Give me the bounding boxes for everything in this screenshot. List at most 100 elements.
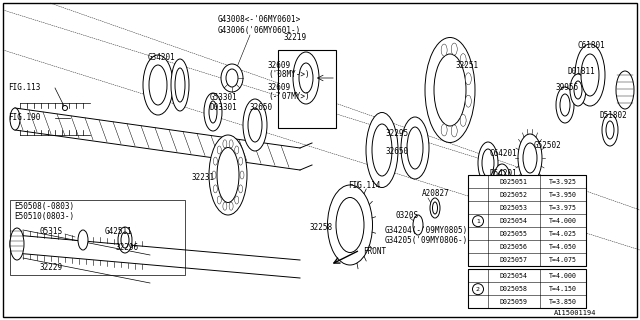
Ellipse shape [523,143,537,173]
Ellipse shape [118,227,132,253]
Ellipse shape [497,170,507,196]
Ellipse shape [10,233,20,255]
Ellipse shape [493,164,511,202]
Ellipse shape [413,215,423,235]
Text: G34204(-'09MY0805): G34204(-'09MY0805) [385,226,468,235]
Text: 32229: 32229 [40,263,63,273]
Bar [468,269,586,308]
Ellipse shape [451,43,457,55]
Circle shape [472,216,483,227]
Text: FIG.190: FIG.190 [8,114,40,123]
Text: 1: 1 [516,195,522,201]
Bar [278,50,336,128]
Text: T=4.150: T=4.150 [549,286,577,292]
Ellipse shape [239,185,243,193]
Ellipse shape [213,185,218,193]
Ellipse shape [209,101,217,123]
Text: D03301: D03301 [210,102,237,111]
Ellipse shape [226,69,238,87]
Ellipse shape [366,113,398,188]
Text: FRONT: FRONT [363,247,386,257]
Ellipse shape [204,93,222,131]
Ellipse shape [430,198,440,218]
Ellipse shape [460,54,466,66]
Text: D025053: D025053 [500,205,528,211]
Text: D025057: D025057 [500,257,528,263]
Ellipse shape [574,81,582,99]
Ellipse shape [560,94,570,116]
Ellipse shape [434,54,466,126]
Ellipse shape [223,140,227,148]
Ellipse shape [299,63,313,93]
Text: D025054: D025054 [500,273,528,279]
Text: T=3.950: T=3.950 [549,192,577,198]
Text: T=4.075: T=4.075 [549,257,577,263]
Ellipse shape [239,157,243,165]
Text: (-'07MY>): (-'07MY>) [268,92,310,101]
Ellipse shape [209,135,247,215]
Text: D025056: D025056 [500,244,528,250]
Text: 2: 2 [516,237,522,243]
Text: 32295: 32295 [385,129,408,138]
Text: 1: 1 [476,219,480,224]
Ellipse shape [121,232,129,248]
Ellipse shape [570,74,586,106]
Ellipse shape [229,140,233,148]
Ellipse shape [336,197,364,252]
Ellipse shape [248,108,262,142]
Text: 32296: 32296 [115,244,138,252]
Ellipse shape [465,73,471,85]
Ellipse shape [602,114,618,146]
Ellipse shape [482,149,494,177]
Ellipse shape [217,196,221,204]
Circle shape [63,106,67,110]
Text: D025054: D025054 [500,218,528,224]
Ellipse shape [235,196,239,204]
Circle shape [511,190,527,206]
Ellipse shape [78,230,88,250]
Text: 2: 2 [476,287,480,292]
Ellipse shape [581,54,599,96]
Text: A115001194: A115001194 [554,310,596,316]
Ellipse shape [441,44,447,56]
Ellipse shape [575,44,605,106]
Text: C64201: C64201 [490,148,518,157]
Text: T=3.975: T=3.975 [549,205,577,211]
Text: D025055: D025055 [500,231,528,237]
Ellipse shape [171,59,189,111]
Ellipse shape [425,37,475,142]
Ellipse shape [407,127,423,169]
Ellipse shape [460,114,466,126]
Text: D025052: D025052 [500,192,528,198]
Text: 32609: 32609 [268,60,291,69]
Ellipse shape [433,202,438,214]
Ellipse shape [518,134,542,182]
Text: T=4.000: T=4.000 [549,273,577,279]
Text: C61801: C61801 [578,41,605,50]
Ellipse shape [556,87,574,123]
Ellipse shape [221,64,243,92]
Ellipse shape [149,65,167,105]
Ellipse shape [451,125,457,137]
Ellipse shape [240,171,244,179]
Text: G34205('09MY0806-): G34205('09MY0806-) [385,236,468,244]
Ellipse shape [465,95,471,107]
Text: FIG.114: FIG.114 [348,180,380,189]
Text: D54201: D54201 [490,170,518,179]
Ellipse shape [478,142,498,184]
Ellipse shape [606,121,614,139]
Text: G52502: G52502 [534,140,562,149]
Text: E50508(-0803): E50508(-0803) [14,203,74,212]
Ellipse shape [217,148,239,203]
Ellipse shape [143,55,173,115]
Text: A20827: A20827 [422,188,450,197]
Text: D025059: D025059 [500,299,528,305]
Text: 32231: 32231 [192,172,215,181]
Ellipse shape [235,146,239,154]
Text: ('08MY->): ('08MY->) [268,69,310,78]
Circle shape [511,232,527,248]
Text: 39956: 39956 [555,84,578,92]
Ellipse shape [243,99,267,151]
Text: D025058: D025058 [500,286,528,292]
Bar [10,200,185,275]
